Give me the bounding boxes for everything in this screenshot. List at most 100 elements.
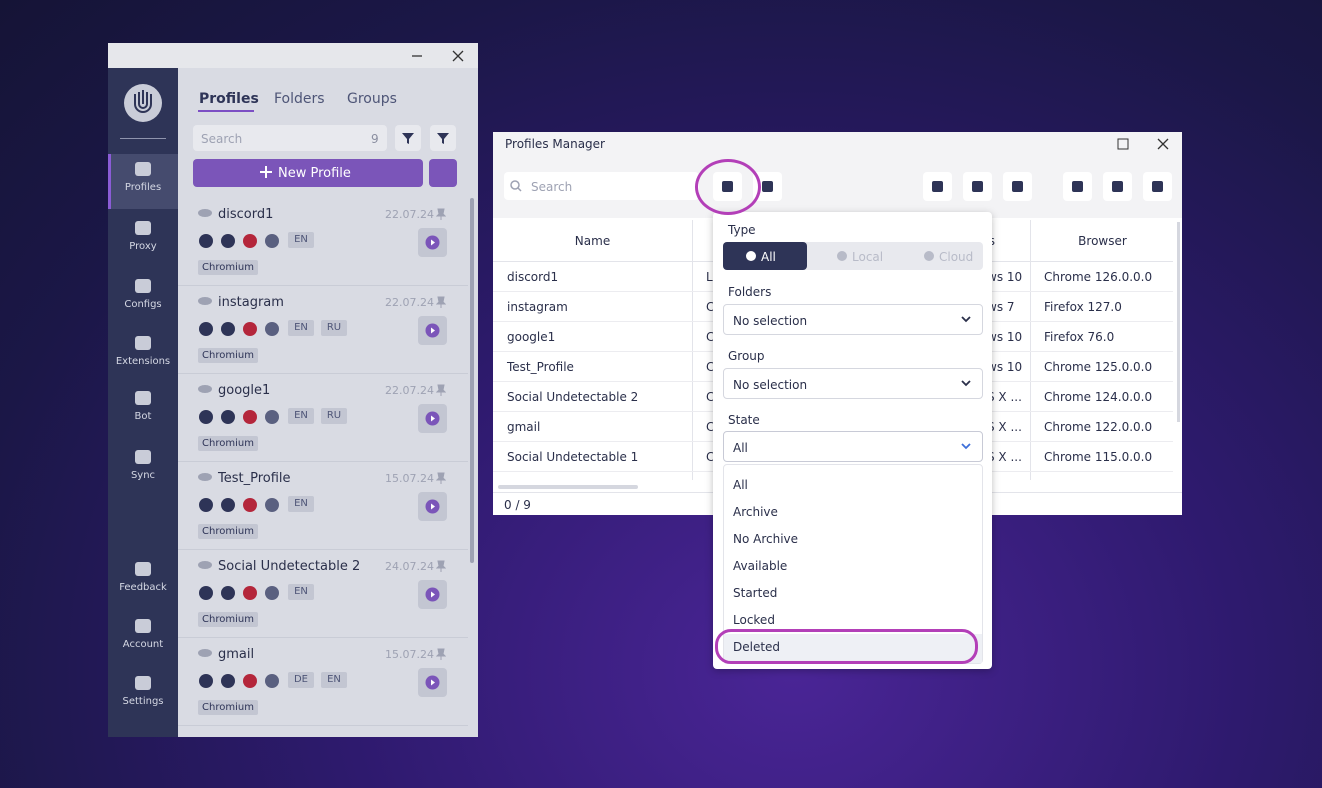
- profile-date: 22.07.24: [385, 384, 434, 397]
- nav-icon: [135, 676, 151, 690]
- tab-underline: [198, 110, 254, 112]
- nav-label[interactable]: Account: [122, 639, 164, 650]
- tab[interactable]: Groups: [347, 91, 397, 107]
- more-button-icon: [1112, 181, 1123, 192]
- os-browser-icon: [243, 410, 257, 424]
- browser-badge: Chromium: [198, 700, 258, 715]
- type-option[interactable]: Cloud: [939, 250, 974, 264]
- state-option[interactable]: No Archive: [733, 532, 799, 546]
- os-browser-icon: [265, 234, 279, 248]
- os-browser-icon: [265, 674, 279, 688]
- type-option[interactable]: All: [761, 250, 776, 264]
- type-option[interactable]: Local: [852, 250, 884, 264]
- table-cell: Chrome 122.0.0.0: [1044, 420, 1153, 434]
- nav-label[interactable]: Extensions: [115, 356, 171, 367]
- browser-badge: Chromium: [198, 260, 258, 275]
- profile-card: discord1 22.07.24 EN Chromium: [178, 198, 468, 286]
- state-option[interactable]: Locked: [733, 613, 775, 627]
- pin-icon: [436, 560, 446, 572]
- profile-card: instagram 22.07.24 EN RU Chromium: [178, 286, 468, 374]
- os-browser-icon: [243, 322, 257, 336]
- browser-badge: Chromium: [198, 524, 258, 539]
- highlight-filter: [695, 159, 761, 215]
- column-header[interactable]: Name: [574, 234, 611, 248]
- type-icon: [924, 251, 934, 261]
- v-scrollbar: [1177, 222, 1180, 422]
- table-cell: Test_Profile: [507, 360, 574, 374]
- profile-name[interactable]: instagram: [218, 295, 284, 310]
- profile-name[interactable]: discord1: [218, 207, 274, 222]
- search-placeholder[interactable]: Search: [201, 132, 243, 146]
- os-browser-icon: [199, 234, 213, 248]
- os-browser-icon: [265, 322, 279, 336]
- os-browser-icon: [265, 586, 279, 600]
- state-option[interactable]: Started: [733, 586, 778, 600]
- table-cell: Chrome 115.0.0.0: [1044, 450, 1153, 464]
- table-cell: C: [706, 420, 715, 434]
- search-box: [193, 125, 387, 151]
- new-profile-label[interactable]: New Profile: [278, 166, 351, 181]
- browser-label: Chromium: [202, 702, 254, 713]
- chevron: [961, 443, 971, 450]
- os-browser-icon: [221, 322, 235, 336]
- language-tag: EN: [288, 320, 314, 336]
- nav-label[interactable]: Sync: [130, 470, 156, 481]
- profile-name[interactable]: Social Undetectable 2: [218, 559, 361, 574]
- tab[interactable]: Profiles: [199, 91, 259, 107]
- search-icon: [510, 180, 522, 192]
- table-cell: Chrome 126.0.0.0: [1044, 270, 1153, 284]
- table-cell: Chrome 125.0.0.0: [1044, 360, 1153, 374]
- nav-icon: [135, 221, 151, 235]
- table-cell: discord1: [507, 270, 559, 284]
- nav-label[interactable]: Settings: [122, 696, 164, 707]
- nav-label[interactable]: Bot: [134, 411, 152, 422]
- play-icon: [425, 235, 440, 250]
- language-label: RU: [326, 322, 342, 333]
- state-option[interactable]: All: [733, 478, 748, 492]
- profile-name[interactable]: google1: [218, 383, 271, 398]
- state-option[interactable]: Deleted: [733, 640, 781, 654]
- select-button-icon: [1072, 181, 1083, 192]
- profile-name[interactable]: Test_Profile: [218, 471, 291, 486]
- nav-icon: [135, 562, 151, 576]
- column-header[interactable]: Browser: [1078, 234, 1127, 248]
- nav-label[interactable]: Feedback: [119, 582, 167, 593]
- play-icon: [425, 499, 440, 514]
- language-tag: RU: [321, 320, 347, 336]
- browser-badge: Chromium: [198, 348, 258, 363]
- profile-name[interactable]: gmail: [218, 647, 255, 662]
- close-button: [1157, 138, 1169, 150]
- state-option[interactable]: Available: [733, 559, 788, 573]
- type-selected: [723, 242, 807, 270]
- os-browser-icon: [243, 586, 257, 600]
- profile-card: Test_Profile 15.07.24 EN Chromium: [178, 462, 468, 550]
- select-value[interactable]: No selection: [733, 378, 808, 392]
- start-button-icon: [932, 181, 943, 192]
- profile-card: google1 22.07.24 EN RU Chromium: [178, 374, 468, 462]
- select-value[interactable]: All: [733, 441, 748, 455]
- selection-count: 0 / 9: [504, 498, 531, 512]
- nav-icon: [135, 336, 151, 350]
- os-browser-icon: [221, 498, 235, 512]
- os-browser-icon: [199, 586, 213, 600]
- nav-label[interactable]: Proxy: [129, 241, 157, 252]
- state-option[interactable]: Archive: [733, 505, 778, 519]
- pin-icon: [436, 208, 446, 220]
- select-value[interactable]: No selection: [733, 314, 808, 328]
- tab[interactable]: Folders: [274, 91, 325, 107]
- table-cell: ws 7: [987, 300, 1015, 314]
- browser-badge: Chromium: [198, 436, 258, 451]
- nav-label[interactable]: Configs: [124, 299, 162, 310]
- os-browser-icon: [221, 410, 235, 424]
- play-icon: [425, 675, 440, 690]
- profile-date: 24.07.24: [385, 560, 434, 573]
- profiles-panel: Profiles Folders Groups Search 9 New Profile d…: [178, 68, 478, 737]
- table-cell: google1: [507, 330, 556, 344]
- manager-search-placeholder[interactable]: Search: [531, 180, 573, 194]
- profile-date: 22.07.24: [385, 296, 434, 309]
- nav-label[interactable]: Profiles: [124, 182, 162, 193]
- h-scrollbar: [498, 485, 638, 489]
- manager-search: [504, 172, 699, 200]
- table-cell: Firefox 76.0: [1044, 330, 1115, 344]
- maximize-button: [1117, 138, 1129, 150]
